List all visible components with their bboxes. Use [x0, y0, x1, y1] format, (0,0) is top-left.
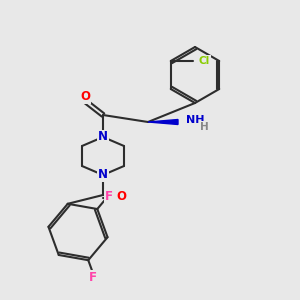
Text: H: H [200, 122, 209, 132]
Text: N: N [98, 130, 108, 143]
Polygon shape [148, 119, 178, 124]
Text: Cl: Cl [199, 56, 210, 66]
Text: F: F [105, 190, 113, 203]
Text: N: N [98, 169, 108, 182]
Text: O: O [80, 91, 90, 103]
Text: NH: NH [186, 115, 205, 125]
Text: F: F [89, 271, 97, 284]
Text: O: O [116, 190, 126, 202]
